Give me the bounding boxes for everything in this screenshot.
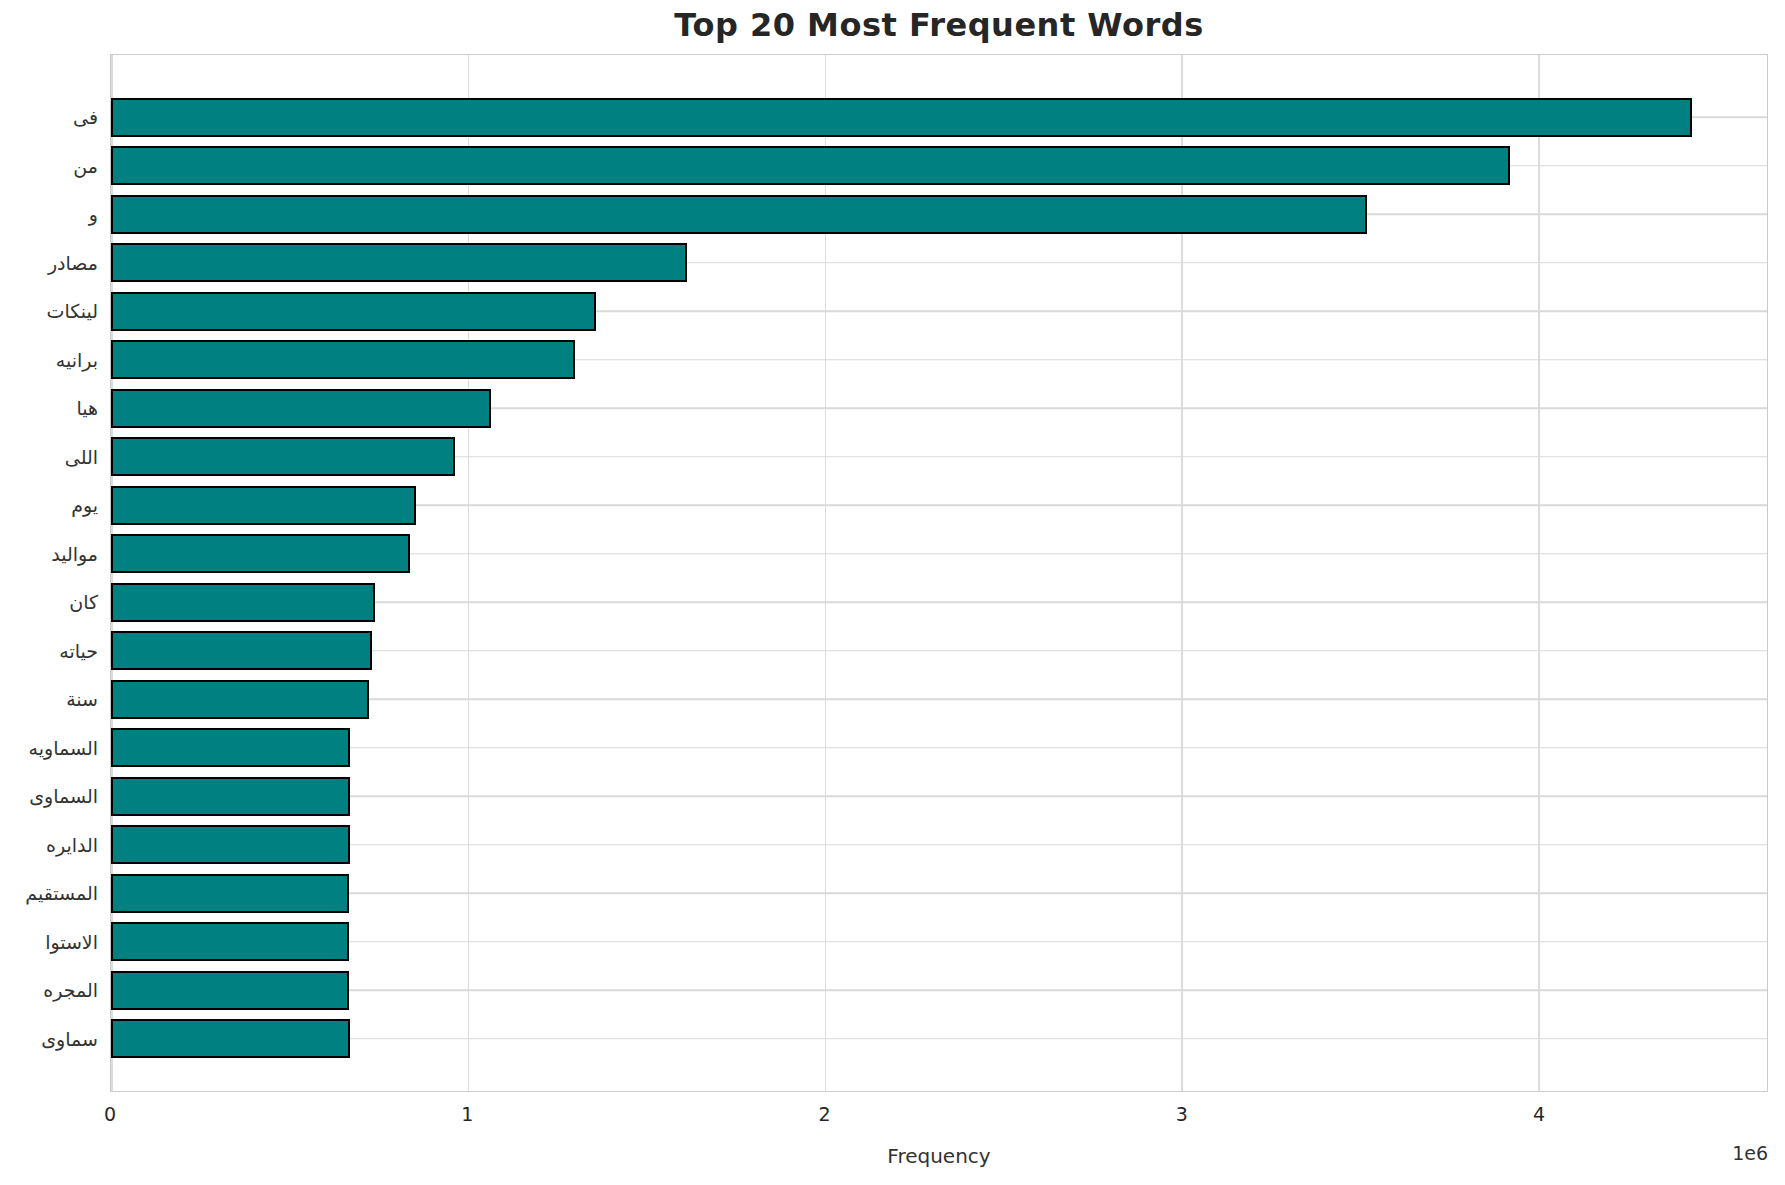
frequency-bar bbox=[111, 292, 596, 331]
frequency-bar bbox=[111, 486, 416, 525]
category-label: لينكات bbox=[47, 300, 98, 322]
frequency-bar bbox=[111, 243, 687, 282]
category-label: مواليد bbox=[51, 543, 98, 565]
frequency-bar bbox=[111, 98, 1692, 137]
bar-row: الدايره bbox=[111, 821, 1767, 870]
frequency-bar bbox=[111, 825, 350, 864]
bar-row: اللى bbox=[111, 433, 1767, 482]
bar-row: برانيه bbox=[111, 336, 1767, 385]
category-label: سنة bbox=[66, 688, 98, 710]
category-label: الدايره bbox=[46, 834, 98, 856]
frequency-bar bbox=[111, 195, 1367, 234]
category-label: كان bbox=[69, 591, 98, 613]
frequency-bar bbox=[111, 534, 410, 573]
frequency-bar bbox=[111, 728, 350, 767]
frequency-bar bbox=[111, 971, 349, 1010]
bar-row: سنة bbox=[111, 675, 1767, 724]
bars-container: فىمنومصادرلينكاتبرانيههيااللىيوممواليدكا… bbox=[111, 55, 1767, 1091]
frequency-bar bbox=[111, 1019, 350, 1058]
bar-row: يوم bbox=[111, 481, 1767, 530]
category-label: السماويه bbox=[29, 737, 98, 759]
bar-row: الاستوا bbox=[111, 918, 1767, 967]
category-label: هيا bbox=[76, 397, 98, 419]
bar-row: السماوى bbox=[111, 772, 1767, 821]
horizontal-gridline bbox=[111, 796, 1767, 798]
frequency-bar bbox=[111, 146, 1510, 185]
category-label: السماوى bbox=[29, 785, 98, 807]
bar-row: من bbox=[111, 142, 1767, 191]
horizontal-gridline bbox=[111, 990, 1767, 992]
x-tick-label: 1 bbox=[461, 1103, 473, 1125]
bar-row: هيا bbox=[111, 384, 1767, 433]
frequency-bar bbox=[111, 389, 491, 428]
x-tick-label: 3 bbox=[1176, 1103, 1188, 1125]
axis-scale-offset-label: 1e6 bbox=[110, 1142, 1768, 1164]
frequency-bar bbox=[111, 874, 349, 913]
frequency-bar bbox=[111, 437, 455, 476]
bar-row: فى bbox=[111, 93, 1767, 142]
category-label: الاستوا bbox=[45, 931, 98, 953]
horizontal-gridline bbox=[111, 747, 1767, 749]
x-tick-label: 2 bbox=[818, 1103, 830, 1125]
frequency-bar bbox=[111, 583, 375, 622]
bar-row: حياته bbox=[111, 627, 1767, 676]
bar-row: المستقيم bbox=[111, 869, 1767, 918]
frequency-bar bbox=[111, 680, 369, 719]
bar-chart-figure: Top 20 Most Frequent Words فىمنومصادرلين… bbox=[0, 0, 1785, 1185]
bar-row: السماويه bbox=[111, 724, 1767, 773]
bar-row: المجره bbox=[111, 966, 1767, 1015]
x-tick-label: 0 bbox=[104, 1103, 116, 1125]
category-label: اللى bbox=[65, 446, 98, 468]
bar-row: لينكات bbox=[111, 287, 1767, 336]
category-label: و bbox=[89, 203, 98, 225]
bar-row: مصادر bbox=[111, 239, 1767, 288]
category-label: مصادر bbox=[48, 252, 98, 274]
category-label: فى bbox=[73, 106, 98, 128]
category-label: سماوى bbox=[41, 1028, 98, 1050]
plot-area: فىمنومصادرلينكاتبرانيههيااللىيوممواليدكا… bbox=[110, 54, 1768, 1092]
category-label: المجره bbox=[43, 979, 98, 1001]
bar-row: سماوى bbox=[111, 1015, 1767, 1064]
bar-row: كان bbox=[111, 578, 1767, 627]
category-label: يوم bbox=[71, 494, 98, 516]
bar-row: و bbox=[111, 190, 1767, 239]
horizontal-gridline bbox=[111, 844, 1767, 846]
category-label: حياته bbox=[59, 640, 98, 662]
x-tick-label: 4 bbox=[1533, 1103, 1545, 1125]
horizontal-gridline bbox=[111, 1038, 1767, 1040]
category-label: برانيه bbox=[56, 349, 98, 371]
category-label: من bbox=[73, 155, 98, 177]
category-label: المستقيم bbox=[25, 882, 98, 904]
chart-title: Top 20 Most Frequent Words bbox=[110, 6, 1768, 44]
frequency-bar bbox=[111, 340, 575, 379]
horizontal-gridline bbox=[111, 893, 1767, 895]
frequency-bar bbox=[111, 777, 350, 816]
bar-row: مواليد bbox=[111, 530, 1767, 579]
frequency-bar bbox=[111, 631, 372, 670]
horizontal-gridline bbox=[111, 941, 1767, 943]
frequency-bar bbox=[111, 922, 349, 961]
